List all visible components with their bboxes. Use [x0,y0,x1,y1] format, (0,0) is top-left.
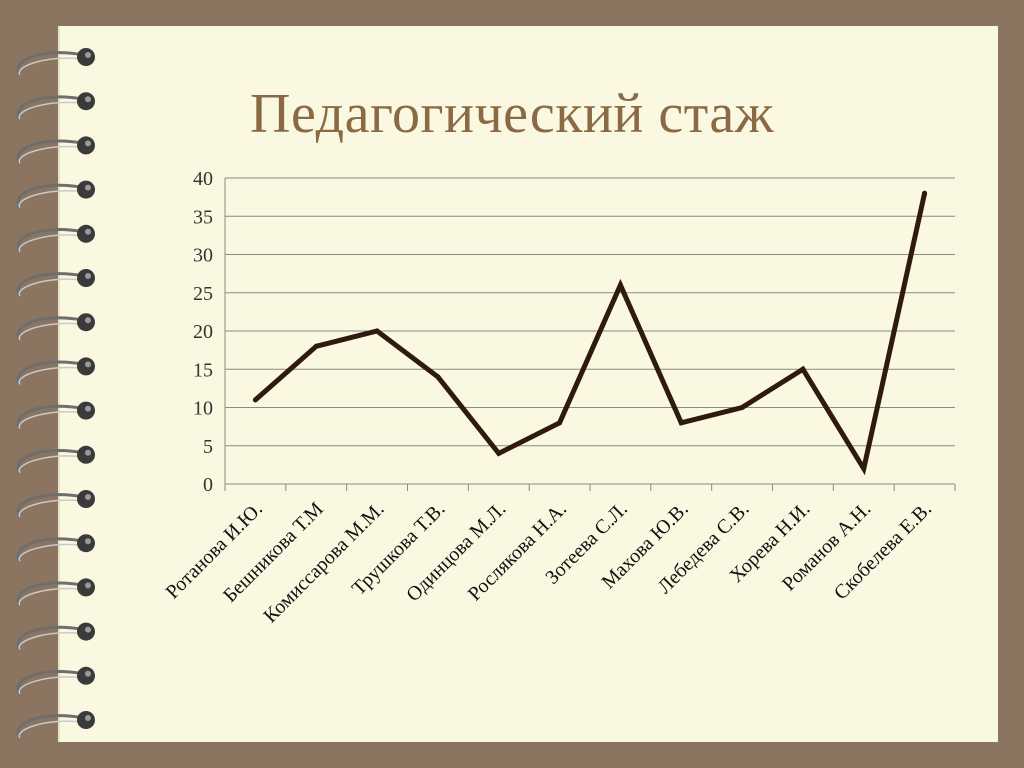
y-tick-label: 40 [193,168,213,190]
y-tick-label: 20 [193,321,213,343]
binding-ring [16,666,95,695]
data-point [496,450,502,456]
chart-axes [224,178,956,491]
y-tick-label: 25 [193,283,213,305]
data-point [739,405,745,410]
data-point [678,420,684,426]
binding-ring [16,313,95,342]
y-tick-label: 0 [203,474,213,496]
data-point [374,328,380,334]
y-tick-label: 30 [193,245,213,267]
binding-ring [16,401,95,430]
binding-ring [16,490,95,518]
spiral-binding [16,48,95,739]
y-tick-label: 5 [203,436,213,458]
binding-ring [16,445,95,474]
binding-ring [16,357,95,386]
series-line [252,190,928,476]
data-point [861,466,867,472]
binding-ring [16,622,95,651]
y-tick-label: 35 [193,206,213,228]
binding-ring [16,180,95,209]
binding-ring [16,578,95,607]
chart-series [252,190,928,476]
data-point [557,420,563,426]
binding-ring [16,136,95,165]
binding-ring [16,92,95,121]
data-point [617,282,623,288]
binding-ring [16,534,95,563]
y-tick-label: 15 [193,359,213,381]
binding-ring [16,269,95,297]
y-tick-label: 10 [193,398,213,420]
data-point [435,374,441,380]
y-axis-tick-labels: 0 5 10 15 20 25 30 35 40 [193,168,213,496]
binding-ring [16,711,95,739]
data-point [800,366,806,372]
notebook-page [58,26,998,742]
binding-ring [16,224,95,253]
data-point [313,343,319,349]
binding-ring [16,48,95,76]
data-point [922,190,928,196]
data-point [252,397,258,403]
page-title: Педагогический стаж [250,83,774,145]
